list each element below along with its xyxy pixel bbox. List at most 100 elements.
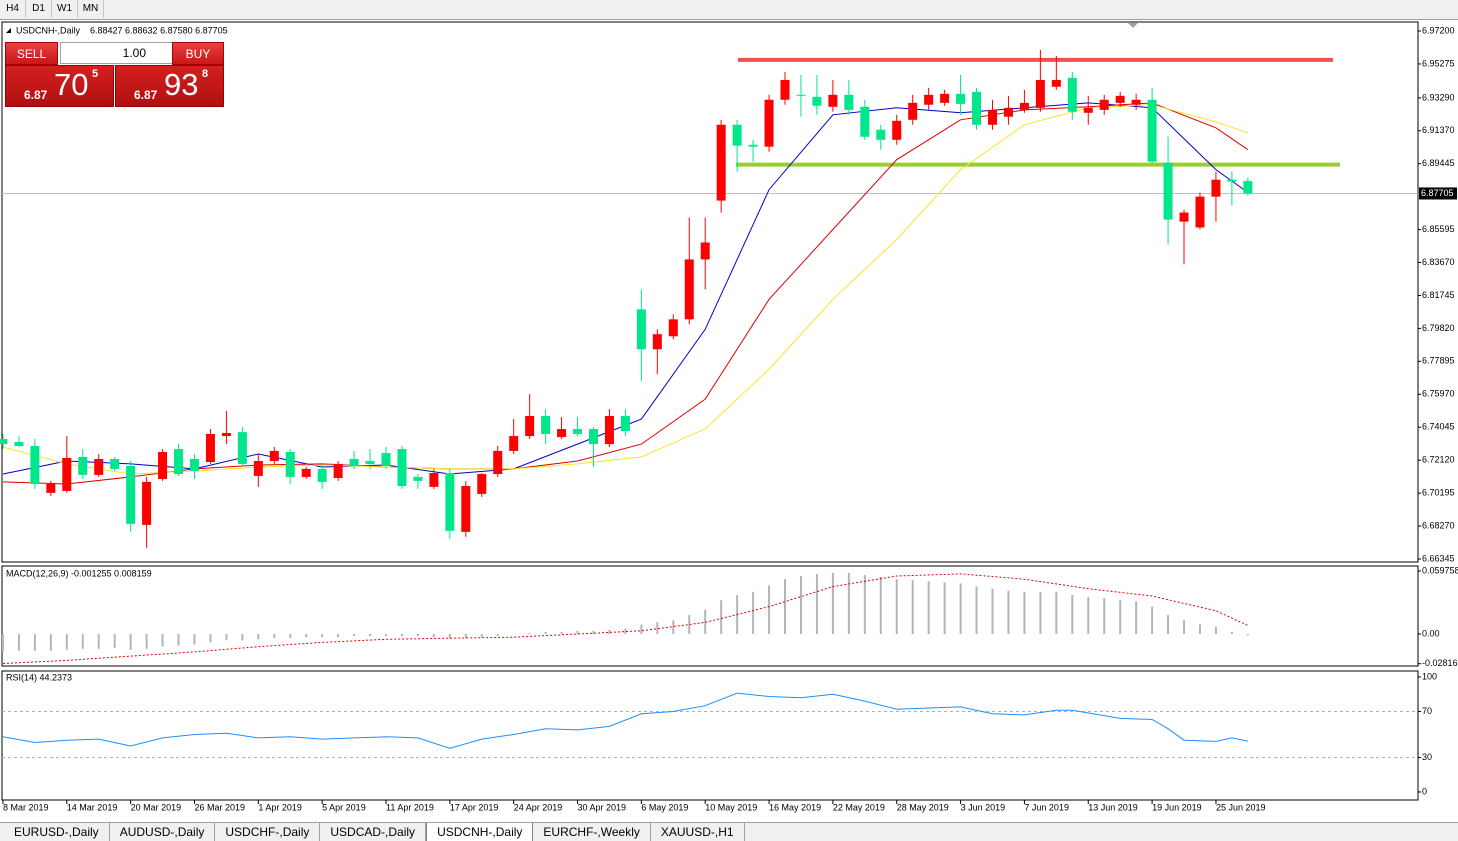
candle-body bbox=[301, 468, 311, 477]
chart-tab[interactable]: AUDUSD-,Daily bbox=[110, 823, 216, 841]
sell-price[interactable]: 6.87 70 5 bbox=[5, 65, 114, 107]
timeframe-button[interactable]: D1 bbox=[26, 0, 52, 18]
candle-body bbox=[493, 450, 503, 475]
x-tick-label: 7 Jun 2019 bbox=[1024, 802, 1069, 812]
buy-button[interactable]: BUY bbox=[172, 42, 224, 65]
candle-body bbox=[892, 120, 902, 140]
x-tick-label: 22 May 2019 bbox=[833, 802, 885, 812]
candle-body bbox=[30, 445, 40, 484]
candle-body bbox=[94, 458, 104, 475]
candle-body bbox=[189, 458, 199, 471]
price-big: 93 bbox=[164, 67, 199, 102]
y-tick-label: 6.70195 bbox=[1422, 487, 1455, 497]
candle-body bbox=[110, 458, 120, 469]
y-tick-label: 6.75970 bbox=[1422, 389, 1455, 399]
candle-body bbox=[860, 106, 870, 137]
timeframe-button[interactable]: W1 bbox=[52, 0, 78, 18]
candle-body bbox=[748, 144, 758, 147]
y-tick-label: 6.93290 bbox=[1422, 92, 1455, 102]
panel-line: 100 70 30 0 bbox=[2, 671, 1437, 796]
candle-body bbox=[46, 483, 56, 493]
y-tick-label: 6.91370 bbox=[1422, 125, 1455, 135]
candle-body bbox=[158, 451, 168, 480]
candle-body bbox=[525, 416, 535, 437]
candle-body bbox=[205, 433, 215, 463]
candle-body bbox=[429, 473, 439, 487]
chart-tab[interactable]: EURUSD-,Daily bbox=[4, 823, 110, 841]
candle-body bbox=[1227, 179, 1237, 182]
moving-average bbox=[2, 102, 1249, 485]
candle-body bbox=[142, 481, 152, 525]
timeframe-button[interactable]: H4 bbox=[0, 0, 26, 18]
chart-tab[interactable]: EURCHF-,Weekly bbox=[533, 823, 651, 841]
candle-body bbox=[1115, 95, 1125, 103]
candle-body bbox=[1195, 196, 1205, 228]
x-tick-label: 20 Mar 2019 bbox=[131, 802, 182, 812]
chart-tab[interactable]: USDCHF-,Daily bbox=[215, 823, 321, 841]
candle-body bbox=[812, 96, 822, 106]
symbol-marker bbox=[6, 28, 11, 33]
chart-tab[interactable]: USDCNH-,Daily bbox=[426, 823, 534, 841]
x-tick-label: 28 May 2019 bbox=[897, 802, 949, 812]
lot-input[interactable]: 1.00 bbox=[60, 42, 173, 64]
candle-body bbox=[0, 438, 8, 445]
x-tick-label: 1 Apr 2019 bbox=[258, 802, 302, 812]
y-tick-label: 0.00 bbox=[1422, 628, 1440, 638]
timeframe-button[interactable]: MN bbox=[78, 0, 104, 18]
candle-body bbox=[956, 93, 966, 104]
candle-body bbox=[1147, 99, 1157, 162]
y-tick-label: 6.77895 bbox=[1422, 356, 1455, 366]
sell-button[interactable]: SELL bbox=[5, 42, 58, 65]
candle-body bbox=[1163, 162, 1173, 220]
candle-body bbox=[924, 94, 934, 105]
candle-body bbox=[477, 474, 487, 494]
candle-body bbox=[604, 416, 614, 445]
x-tick-label: 10 May 2019 bbox=[705, 802, 757, 812]
candle-body bbox=[174, 449, 184, 475]
chart-tab[interactable]: USDCAD-,Daily bbox=[320, 823, 427, 841]
candle-body bbox=[700, 242, 710, 260]
price-small: 6.87 bbox=[24, 88, 48, 102]
candle-body bbox=[317, 468, 327, 482]
chart-title: USDCNH-,Daily bbox=[16, 25, 81, 35]
y-tick-label: 6.97200 bbox=[1422, 25, 1455, 35]
y-tick-label: 6.79820 bbox=[1422, 323, 1455, 333]
ohlc-text: 6.88427 6.88632 6.87580 6.87705 bbox=[90, 25, 228, 35]
buy-price[interactable]: 6.87 93 8 bbox=[115, 65, 224, 107]
chart-tab[interactable]: XAUUSD-,H1 bbox=[651, 823, 745, 841]
candle-body bbox=[1019, 102, 1029, 110]
candle-body bbox=[1003, 107, 1013, 117]
chart-shift-marker[interactable] bbox=[1128, 23, 1138, 28]
candle-body bbox=[1051, 79, 1061, 87]
candle-body bbox=[269, 450, 279, 462]
candle-body bbox=[636, 309, 646, 350]
macd-signal bbox=[2, 573, 1249, 664]
candle-body bbox=[62, 457, 72, 491]
timeframe-toolbar: H4 D1 W1 MN bbox=[0, 0, 1458, 20]
candle-body bbox=[333, 463, 343, 478]
price-panel bbox=[1, 21, 1419, 563]
y-tick-label: 6.95275 bbox=[1422, 58, 1455, 68]
y-tick-label: 6.66345 bbox=[1422, 553, 1455, 563]
candle-body bbox=[541, 416, 551, 434]
candle-body bbox=[1211, 179, 1221, 197]
price-frac: 8 bbox=[202, 68, 209, 80]
rsi-label: RSI(14) 44.2373 bbox=[6, 672, 72, 682]
candle-body bbox=[828, 94, 838, 107]
y-tick-label: 70 bbox=[1422, 706, 1432, 716]
macd-panel bbox=[1, 565, 1419, 667]
x-tick-label: 16 May 2019 bbox=[769, 802, 821, 812]
y-tick-label: 0 bbox=[1422, 786, 1427, 796]
candle-body bbox=[844, 94, 854, 110]
candle-body bbox=[1083, 107, 1093, 113]
y-tick-label: 6.74045 bbox=[1422, 422, 1455, 432]
x-tick-label: 25 Jun 2019 bbox=[1216, 802, 1266, 812]
x-tick-label: 5 Apr 2019 bbox=[322, 802, 366, 812]
one-click-trading: SELL 1.00 BUY 6.87 70 5 6.87 93 8 bbox=[5, 42, 224, 107]
y-tick-label: 6.85595 bbox=[1422, 224, 1455, 234]
candle-body bbox=[1243, 181, 1253, 194]
candle-body bbox=[908, 102, 918, 120]
macd-label: MACD(12,26,9) -0.001255 0.008159 bbox=[6, 568, 152, 578]
